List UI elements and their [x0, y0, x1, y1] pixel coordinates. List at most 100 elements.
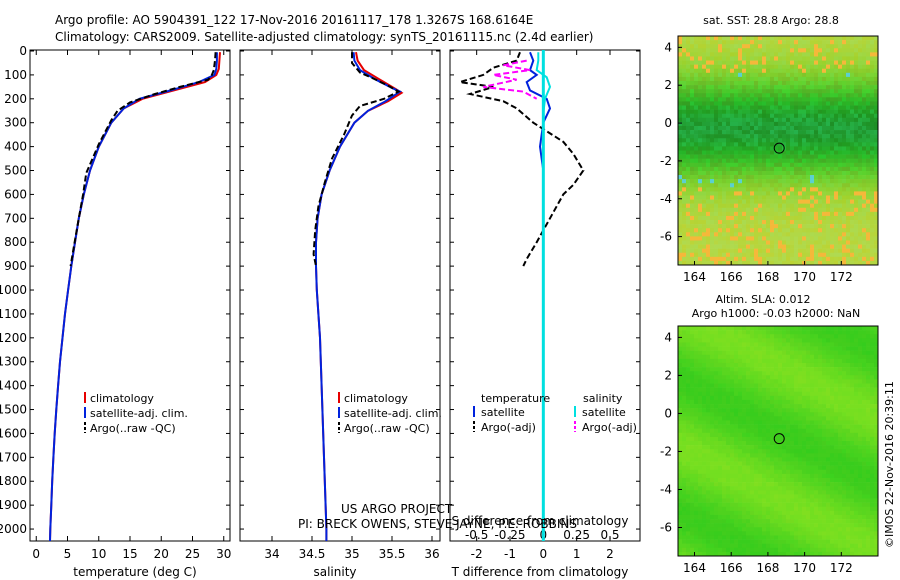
map-cell: [822, 199, 827, 204]
map-cell: [782, 191, 787, 196]
map-cell: [782, 93, 787, 98]
map-cell: [718, 187, 723, 192]
map-cell: [798, 432, 803, 438]
map-cell: [706, 399, 711, 405]
map-cell: [802, 350, 807, 356]
map-cell: [806, 527, 811, 532]
map-cell: [826, 150, 831, 155]
map-cell: [694, 379, 699, 384]
map-cell: [698, 130, 703, 135]
map-cell: [834, 44, 839, 49]
map-cell: [766, 531, 771, 536]
map-cell: [790, 326, 795, 331]
map-cell: [702, 52, 707, 57]
map-cell: [766, 362, 771, 368]
map-cell: [874, 244, 879, 249]
map-cell: [714, 44, 719, 49]
map-cell: [786, 379, 791, 384]
map-cell: [802, 56, 807, 61]
map-cell: [794, 416, 799, 421]
map-cell: [686, 539, 691, 544]
map-cell: [806, 85, 811, 90]
map-cell: [754, 211, 759, 217]
map-cell: [682, 354, 687, 360]
map-cell: [734, 457, 739, 462]
map-cell: [770, 142, 775, 147]
map-cell: [786, 432, 791, 438]
map-cell: [782, 72, 787, 78]
map-cell: [862, 260, 867, 266]
map-cell: [742, 346, 747, 351]
map-cell: [830, 97, 835, 102]
map-cell: [790, 162, 795, 168]
map-cell: [710, 89, 715, 94]
map-cell: [810, 183, 815, 188]
map-cell: [750, 150, 755, 155]
map-cell: [782, 445, 787, 450]
map-cell: [790, 236, 795, 241]
map-cell: [862, 125, 867, 131]
map-cell: [742, 44, 747, 49]
map-cell: [746, 461, 751, 466]
map-cell: [818, 228, 823, 233]
map-cell: [838, 56, 843, 61]
map-cell: [690, 498, 695, 503]
map-cell: [690, 211, 695, 217]
map-cell: [798, 211, 803, 217]
map-cell: [802, 539, 807, 544]
map-cell: [754, 89, 759, 94]
map-cell: [766, 170, 771, 176]
map-cell: [782, 48, 787, 53]
map-cell: [730, 232, 735, 237]
map-cell: [778, 445, 783, 450]
map-cell: [722, 477, 727, 483]
map-cell: [690, 395, 695, 401]
map-cell: [726, 183, 731, 188]
map-cell: [854, 48, 859, 53]
map-cell: [730, 326, 735, 331]
map-cell: [854, 93, 859, 98]
map-cell: [718, 490, 723, 495]
map-cell: [722, 146, 727, 151]
map-cell: [690, 424, 695, 429]
map-cell: [706, 121, 711, 127]
map-cell: [830, 228, 835, 233]
map-cell: [726, 367, 731, 372]
map-cell: [842, 232, 847, 237]
map-cell: [742, 383, 747, 388]
map-cell: [710, 326, 715, 331]
map-cell: [738, 375, 743, 380]
map-cell: [774, 175, 779, 180]
map-cell: [698, 469, 703, 475]
map-cell: [830, 109, 835, 114]
map-cell: [798, 469, 803, 475]
map-cell: [794, 362, 799, 368]
map-cell: [810, 232, 815, 237]
map-cell: [738, 519, 743, 524]
map-cell: [710, 130, 715, 135]
map-cell: [766, 203, 771, 209]
map-cell: [726, 64, 731, 70]
map-cell: [810, 510, 815, 516]
map-cell: [790, 40, 795, 45]
map-cell: [810, 420, 815, 425]
map-cell: [690, 543, 695, 549]
map-cell: [726, 399, 731, 405]
map-cell: [806, 379, 811, 384]
map-cell: [846, 252, 851, 258]
map-cell: [682, 260, 687, 266]
map-cell: [690, 362, 695, 368]
map-cell: [686, 371, 691, 376]
map-cell: [742, 207, 747, 213]
map-cell: [790, 215, 795, 221]
map-cell: [750, 113, 755, 119]
map-cell: [678, 191, 683, 196]
map-cell: [870, 109, 875, 114]
map-cell: [714, 179, 719, 184]
map-cell: [698, 48, 703, 53]
map-cell: [718, 523, 723, 528]
map-cell: [838, 44, 843, 49]
map-cell: [822, 183, 827, 188]
map-cell: [774, 375, 779, 380]
